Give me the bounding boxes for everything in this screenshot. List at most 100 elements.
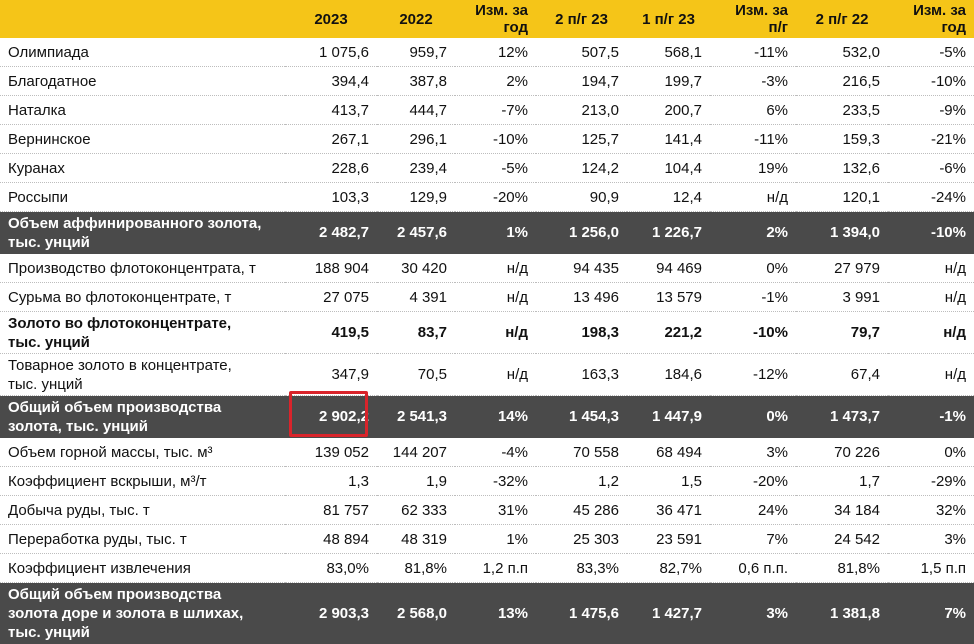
value-cell: 13 579 bbox=[627, 282, 710, 312]
value-cell: 1 381,8 bbox=[796, 582, 888, 644]
value-cell: 2% bbox=[710, 211, 796, 254]
row-label: Объем горной массы, тыс. м³ bbox=[0, 437, 285, 467]
value-cell: 14% bbox=[455, 395, 536, 438]
table-row: Производство флотоконцентрата, т 188 904 3… bbox=[0, 253, 974, 283]
value-cell: 1% bbox=[455, 211, 536, 254]
value-cell: 228,6 bbox=[285, 153, 377, 183]
value-cell: н/д bbox=[710, 182, 796, 212]
value-cell: 67,4 bbox=[796, 353, 888, 396]
value-cell: 36 471 bbox=[627, 495, 710, 525]
row-label-line: тыс. унций bbox=[8, 623, 90, 641]
value-cell: 200,7 bbox=[627, 95, 710, 125]
value-cell: 103,3 bbox=[285, 182, 377, 212]
value-cell: -24% bbox=[888, 182, 974, 212]
table-row: Благодатное 394,4 387,8 2% 194,7 199,7 -3% 216,… bbox=[0, 66, 974, 96]
value-cell: 1 447,9 bbox=[627, 395, 710, 438]
value-cell: 2 541,3 bbox=[377, 395, 455, 438]
value-cell: 3% bbox=[710, 582, 796, 644]
value-cell: 30 420 bbox=[377, 253, 455, 283]
value-cell: 1 075,6 bbox=[285, 38, 377, 67]
value-cell: 2 902,2 bbox=[285, 395, 377, 438]
row-label-line: Вернинское bbox=[8, 130, 91, 148]
table-row: Добыча руды, тыс. т 81 757 62 333 31% 45 286… bbox=[0, 495, 974, 525]
row-label-line: Коэффициент вскрыши, м³/т bbox=[8, 472, 207, 490]
value-cell: 48 894 bbox=[285, 524, 377, 554]
value-cell: 1,5 п.п bbox=[888, 553, 974, 583]
row-label: Коэффициент вскрыши, м³/т bbox=[0, 466, 285, 496]
row-label-line: Сурьма во флотоконцентрате, т bbox=[8, 288, 232, 306]
row-label: Наталка bbox=[0, 95, 285, 125]
value-cell: 413,7 bbox=[285, 95, 377, 125]
value-cell: 959,7 bbox=[377, 38, 455, 67]
value-cell: 132,6 bbox=[796, 153, 888, 183]
row-label: Коэффициент извлечения bbox=[0, 553, 285, 583]
row-label: Олимпиада bbox=[0, 38, 285, 67]
value-cell: 507,5 bbox=[536, 38, 627, 67]
row-label-line: Объем аффинированного золота, bbox=[8, 214, 262, 232]
value-cell: 27 075 bbox=[285, 282, 377, 312]
header-cell-h2-23: 2 п/г 23 bbox=[536, 0, 627, 38]
value-cell: 221,2 bbox=[627, 311, 710, 354]
row-label-line: тыс. унций bbox=[8, 375, 83, 393]
row-label-line: Золото во флотоконцентрате, bbox=[8, 314, 232, 332]
value-cell: 296,1 bbox=[377, 124, 455, 154]
value-cell: 2 482,7 bbox=[285, 211, 377, 254]
value-cell: 45 286 bbox=[536, 495, 627, 525]
value-cell: 120,1 bbox=[796, 182, 888, 212]
value-cell: 3% bbox=[888, 524, 974, 554]
value-cell: 1% bbox=[455, 524, 536, 554]
row-label: Вернинское bbox=[0, 124, 285, 154]
header-cell-h1-23: 1 п/г 23 bbox=[627, 0, 710, 38]
row-label: Объем аффинированного золота, тыс. унций bbox=[0, 211, 285, 254]
value-cell: 2 568,0 bbox=[377, 582, 455, 644]
value-cell: 90,9 bbox=[536, 182, 627, 212]
table-row: Переработка руды, тыс. т 48 894 48 319 1% 25… bbox=[0, 524, 974, 554]
value-cell: 1 475,6 bbox=[536, 582, 627, 644]
value-cell: н/д bbox=[888, 253, 974, 283]
table-row: Вернинское 267,1 296,1 -10% 125,7 141,4 -11% 15… bbox=[0, 124, 974, 154]
value-cell: 13% bbox=[455, 582, 536, 644]
value-cell: 0% bbox=[710, 253, 796, 283]
value-cell: -1% bbox=[888, 395, 974, 438]
value-cell: 32% bbox=[888, 495, 974, 525]
value-cell: 31% bbox=[455, 495, 536, 525]
value-cell: 188 904 bbox=[285, 253, 377, 283]
row-label: Общий объем производства золота доре и зо… bbox=[0, 582, 285, 644]
value-cell: н/д bbox=[455, 311, 536, 354]
value-cell: -21% bbox=[888, 124, 974, 154]
value-cell: 144 207 bbox=[377, 437, 455, 467]
value-cell: 81 757 bbox=[285, 495, 377, 525]
value-cell: н/д bbox=[455, 253, 536, 283]
row-label-line: Объем горной массы, тыс. м³ bbox=[8, 443, 213, 461]
value-cell: 94 435 bbox=[536, 253, 627, 283]
row-label: Производство флотоконцентрата, т bbox=[0, 253, 285, 283]
value-cell: 82,7% bbox=[627, 553, 710, 583]
value-cell: 6% bbox=[710, 95, 796, 125]
row-label: Куранах bbox=[0, 153, 285, 183]
value-cell: 23 591 bbox=[627, 524, 710, 554]
value-cell: 444,7 bbox=[377, 95, 455, 125]
highlight-box bbox=[289, 391, 368, 437]
value-cell: 199,7 bbox=[627, 66, 710, 96]
row-label-line: тыс. унций bbox=[8, 333, 90, 351]
value-cell: -20% bbox=[455, 182, 536, 212]
value-cell: 1,9 bbox=[377, 466, 455, 496]
value-cell: 12,4 bbox=[627, 182, 710, 212]
table-row: Наталка 413,7 444,7 -7% 213,0 200,7 6% 233,5 -9% bbox=[0, 95, 974, 125]
header-cell-change-half: Изм. за п/г bbox=[710, 0, 796, 38]
value-cell: -3% bbox=[710, 66, 796, 96]
row-label: Добыча руды, тыс. т bbox=[0, 495, 285, 525]
row-label: Товарное золото в концентрате, тыс. унций bbox=[0, 353, 285, 396]
value-cell: 1,5 bbox=[627, 466, 710, 496]
value-cell: -10% bbox=[455, 124, 536, 154]
value-cell: 70 226 bbox=[796, 437, 888, 467]
value-cell: н/д bbox=[888, 353, 974, 396]
value-cell: 1,2 п.п bbox=[455, 553, 536, 583]
row-label: Золото во флотоконцентрате, тыс. унций bbox=[0, 311, 285, 354]
row-label-line: золота доре и золота в шлихах, bbox=[8, 604, 244, 622]
row-label-line: Наталка bbox=[8, 101, 66, 119]
header-cell-change-year: Изм. за год bbox=[455, 0, 536, 38]
value-cell: 1 256,0 bbox=[536, 211, 627, 254]
